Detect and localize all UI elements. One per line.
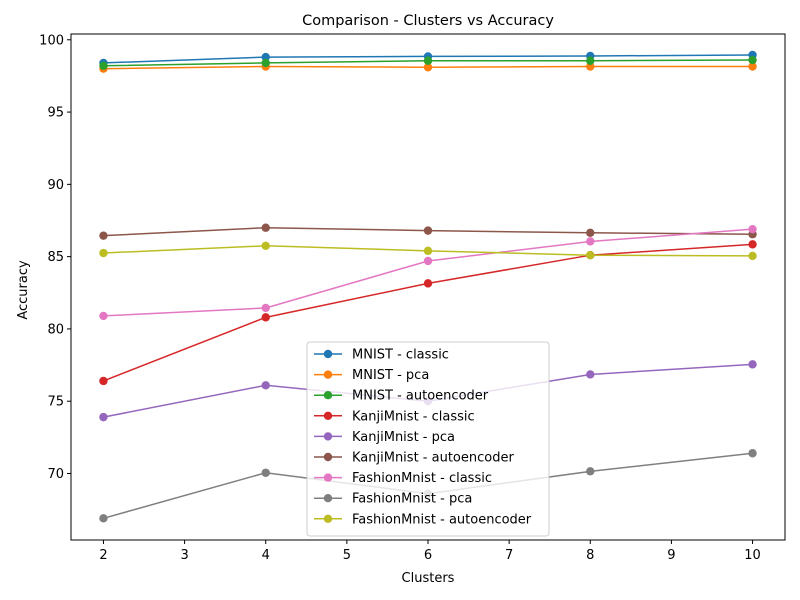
data-point bbox=[748, 224, 757, 234]
x-tick-label: 6 bbox=[424, 548, 432, 563]
x-tick-label: 7 bbox=[505, 548, 513, 563]
data-point bbox=[261, 223, 270, 232]
legend-box bbox=[306, 341, 550, 537]
y-tick-label: 75 bbox=[47, 395, 64, 410]
legend-swatch-marker bbox=[323, 411, 333, 420]
y-tick-label: 85 bbox=[47, 250, 64, 265]
y-tick-label: 70 bbox=[47, 467, 64, 482]
x-axis-label: Clusters bbox=[402, 571, 455, 586]
legend: MNIST - classic MNIST - pca MNIST - autoen… bbox=[306, 341, 550, 537]
data-point bbox=[261, 52, 270, 62]
data-point bbox=[423, 279, 433, 288]
data-point bbox=[99, 248, 108, 258]
data-point bbox=[99, 231, 108, 240]
data-point bbox=[423, 246, 433, 256]
legend-swatch-marker bbox=[323, 391, 333, 400]
plot-frame bbox=[70, 33, 786, 541]
legend-swatch-marker bbox=[323, 370, 333, 379]
legend-swatch-marker bbox=[323, 494, 333, 503]
data-point bbox=[586, 56, 595, 65]
y-tick-label: 95 bbox=[47, 106, 64, 121]
y-tick-label: 90 bbox=[47, 178, 64, 193]
y-tick-label: 100 bbox=[39, 33, 64, 48]
x-tick-label: 9 bbox=[667, 548, 675, 563]
data-point bbox=[748, 251, 757, 261]
data-point bbox=[423, 226, 433, 235]
x-tick-label: 2 bbox=[99, 548, 107, 563]
chart-title: Comparison - Clusters vs Accuracy bbox=[302, 13, 554, 29]
data-point bbox=[586, 228, 595, 237]
x-tick-label: 3 bbox=[180, 548, 188, 563]
legend-swatch-marker bbox=[323, 514, 333, 523]
data-point bbox=[586, 370, 595, 379]
x-tick-label: 8 bbox=[586, 548, 594, 563]
x-tick-label: 10 bbox=[744, 548, 761, 563]
data-point bbox=[99, 514, 108, 523]
legend-entry-label: KanjiMnist - pca bbox=[352, 430, 455, 445]
data-point bbox=[748, 360, 757, 369]
y-axis-label: Accuracy bbox=[16, 260, 31, 320]
data-point bbox=[748, 449, 757, 458]
data-point bbox=[748, 240, 757, 249]
data-point bbox=[261, 468, 270, 477]
legend-entry-label: FashionMnist - classic bbox=[352, 471, 492, 486]
legend-entry-label: KanjiMnist - autoencoder bbox=[352, 451, 514, 466]
data-point bbox=[748, 55, 757, 65]
data-point bbox=[748, 62, 757, 71]
legend-swatch-marker bbox=[323, 349, 333, 359]
series-group bbox=[99, 241, 757, 261]
data-point bbox=[261, 241, 270, 250]
data-point bbox=[586, 62, 595, 71]
legend-swatch-marker bbox=[323, 473, 333, 482]
data-point bbox=[423, 256, 433, 266]
data-point bbox=[99, 376, 108, 386]
data-point bbox=[586, 237, 595, 246]
legend-entry-label: FashionMnist - pca bbox=[352, 492, 472, 507]
data-point bbox=[423, 63, 433, 72]
legend-entry-label: KanjiMnist - classic bbox=[352, 409, 475, 424]
data-point bbox=[261, 303, 270, 313]
legend-entry-label: MNIST - autoencoder bbox=[352, 389, 489, 404]
x-tick-label: 5 bbox=[343, 548, 351, 563]
data-point bbox=[99, 311, 108, 321]
data-point bbox=[99, 61, 108, 71]
y-tick-label: 80 bbox=[47, 322, 64, 337]
data-point bbox=[586, 250, 595, 260]
series-group bbox=[99, 224, 757, 321]
series-group bbox=[99, 55, 757, 71]
legend-entry-label: FashionMnist - autoencoder bbox=[352, 512, 532, 527]
data-point bbox=[261, 313, 270, 322]
data-point bbox=[586, 467, 595, 476]
data-point bbox=[261, 381, 270, 390]
y-axis: 70 75 80 85 90 95 100 bbox=[39, 33, 71, 482]
legend-swatch-marker bbox=[323, 432, 333, 441]
legend-swatch-marker bbox=[323, 452, 333, 462]
legend-entry-label: MNIST - classic bbox=[352, 348, 449, 363]
data-point bbox=[261, 58, 270, 68]
data-point bbox=[423, 56, 433, 65]
x-axis: 2 3 4 5 6 7 8 9 10 bbox=[99, 540, 761, 563]
legend-entry-label: MNIST - pca bbox=[352, 368, 429, 383]
x-tick-label: 4 bbox=[262, 548, 270, 563]
data-point bbox=[99, 412, 108, 422]
